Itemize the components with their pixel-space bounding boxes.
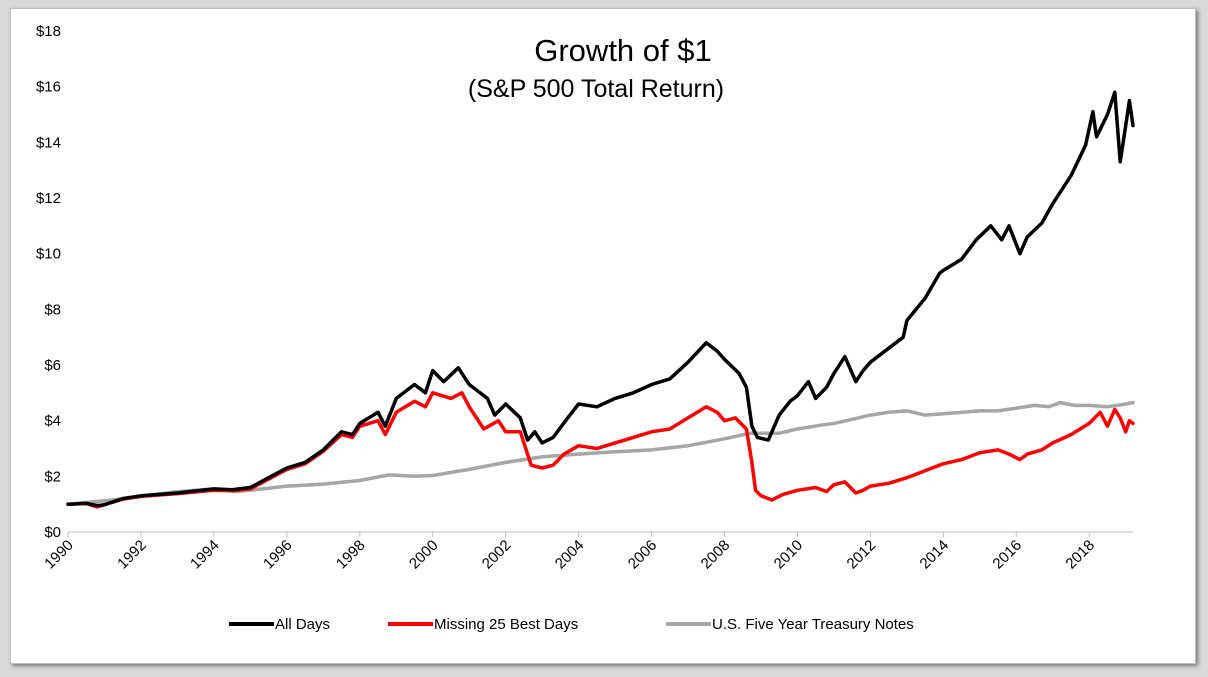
y-tick-label: $0 [44, 524, 61, 541]
chart-subtitle: (S&P 500 Total Return) [468, 75, 724, 103]
x-tick-label: 1990 [41, 537, 77, 573]
x-tick-label: 2004 [552, 537, 588, 573]
x-tick-label: 1992 [114, 537, 150, 573]
y-tick-label: $4 [44, 413, 61, 430]
legend-label: Missing 25 Best Days [434, 616, 578, 633]
line-chart: Growth of $1 (S&P 500 Total Return) $0 $2… [36, 23, 1135, 633]
x-tick-label: 2014 [917, 537, 953, 573]
x-tick-label: 1998 [333, 537, 369, 573]
y-tick-label: $10 [36, 246, 61, 263]
plot-area [66, 90, 1135, 509]
y-tick-label: $14 [36, 134, 61, 151]
x-tick-label: 2006 [625, 537, 661, 573]
series-line-0 [66, 90, 1135, 508]
legend-label: All Days [275, 616, 330, 633]
series-line-2 [66, 400, 1135, 506]
legend: All Days Missing 25 Best Days U.S. Five Ye… [229, 616, 914, 633]
x-tick-label: 2018 [1062, 537, 1098, 573]
chart-frame: Growth of $1 (S&P 500 Total Return) $0 $2… [10, 8, 1196, 664]
x-tick-label: 2016 [989, 537, 1025, 573]
chart-title: Growth of $1 [534, 33, 711, 68]
x-tick-label: 2002 [479, 537, 515, 573]
y-tick-label: $12 [36, 190, 61, 207]
x-tick-label: 2012 [844, 537, 880, 573]
y-tick-label: $8 [44, 301, 61, 318]
x-tick-label: 2000 [406, 537, 442, 573]
y-tick-label: $16 [36, 79, 61, 96]
x-tick-label: 2010 [771, 537, 807, 573]
x-tick-label: 1996 [260, 537, 296, 573]
legend-label: U.S. Five Year Treasury Notes [712, 616, 914, 633]
y-tick-label: $2 [44, 468, 61, 485]
y-axis: $0 $2 $4 $6 $8 $10 $12 $14 $16 $18 [36, 23, 61, 541]
x-axis: 1990 1992 1994 1996 1998 2000 2002 2004 2006 2008… [41, 532, 1098, 572]
x-tick-label: 1994 [187, 537, 223, 573]
y-tick-label: $6 [44, 357, 61, 374]
x-tick-label: 2008 [698, 537, 734, 573]
y-tick-label: $18 [36, 23, 61, 40]
